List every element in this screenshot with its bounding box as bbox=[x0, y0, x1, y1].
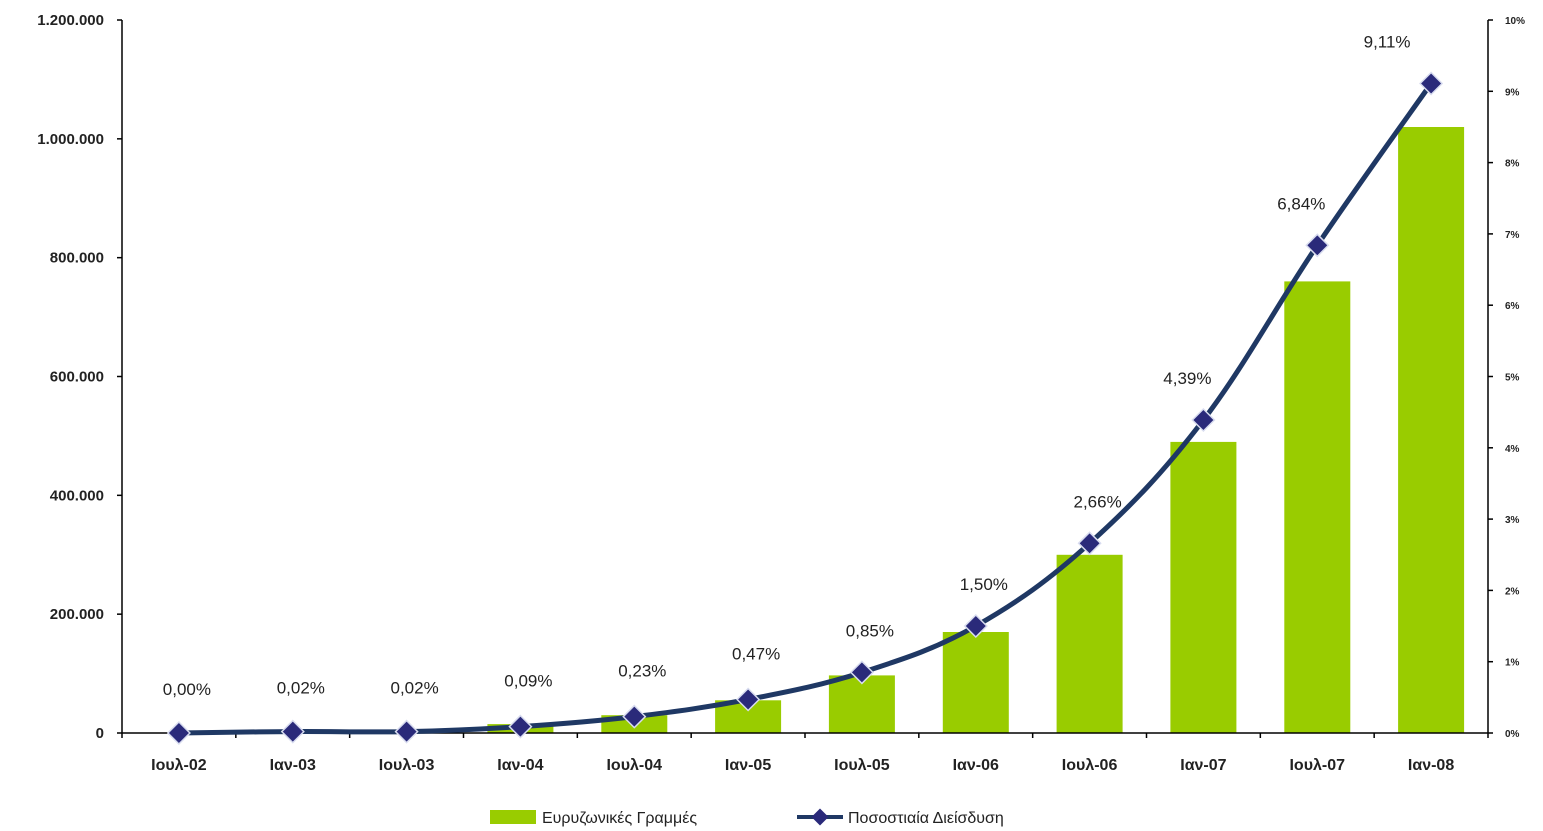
line-series bbox=[178, 82, 1434, 736]
data-label: 0,23% bbox=[618, 662, 666, 681]
data-label: 0,00% bbox=[163, 680, 211, 699]
line-point bbox=[622, 704, 647, 729]
x-tick-label: Ιουλ-05 bbox=[834, 757, 890, 774]
data-label: 4,39% bbox=[1163, 369, 1211, 388]
y-right-tick-label: 10% bbox=[1505, 16, 1525, 27]
y-right-tick-label: 8% bbox=[1505, 159, 1520, 170]
x-tick-label: Ιουλ-07 bbox=[1289, 757, 1345, 774]
x-tick-label: Ιουλ-06 bbox=[1062, 757, 1118, 774]
bar bbox=[1170, 441, 1237, 733]
y-right-tick-label: 4% bbox=[1505, 444, 1520, 455]
y-right-tick-label: 3% bbox=[1505, 515, 1520, 526]
legend-bar-label: Ευρυζωνικές Γραμμές bbox=[542, 810, 697, 827]
line-point bbox=[1305, 233, 1330, 258]
y-left-tick-label: 1.200.000 bbox=[37, 12, 104, 29]
line-point bbox=[508, 714, 533, 739]
y-right-tick-label: 7% bbox=[1505, 230, 1520, 241]
bar bbox=[1398, 127, 1465, 733]
line-point bbox=[849, 660, 874, 685]
line-point bbox=[963, 613, 988, 639]
line-point bbox=[280, 719, 305, 744]
x-tick-label: Ιαν-03 bbox=[270, 757, 316, 774]
x-tick-label: Ιαν-06 bbox=[953, 757, 999, 774]
y-right-tick-label: 6% bbox=[1505, 301, 1520, 312]
line-point bbox=[1419, 71, 1444, 96]
data-label: 0,85% bbox=[846, 621, 894, 640]
y-left-tick-label: 400.000 bbox=[50, 487, 104, 504]
line-point bbox=[394, 719, 419, 744]
data-label: 0,09% bbox=[504, 672, 552, 691]
legend-line-marker bbox=[811, 808, 829, 826]
line-point bbox=[736, 687, 761, 712]
y-left-tick-label: 0 bbox=[96, 725, 104, 742]
data-label: 0,02% bbox=[277, 679, 325, 698]
line-point bbox=[1191, 407, 1216, 433]
x-tick-label: Ιαν-07 bbox=[1180, 757, 1226, 774]
labels-layer: 0,00% 0,02% 0,02% 0,09% 0,23% 0,47% 0,85% 1,50%… bbox=[163, 33, 1411, 700]
y-right-tick-label: 1% bbox=[1505, 658, 1520, 669]
x-tick-label: Ιουλ-03 bbox=[379, 757, 435, 774]
bars-layer bbox=[145, 127, 1465, 734]
y-left-tick-label: 1.000.000 bbox=[37, 131, 104, 148]
line-point bbox=[1077, 531, 1102, 556]
x-tick-label: Ιαν-04 bbox=[497, 757, 543, 774]
y-left-tick-label: 600.000 bbox=[50, 369, 104, 386]
data-label: 0,02% bbox=[390, 679, 438, 698]
data-label: 2,66% bbox=[1073, 492, 1121, 511]
y-left-tick-label: 800.000 bbox=[50, 250, 104, 267]
legend: Ευρυζωνικές Γραμμές Ποσοστιαία Διείσδυση bbox=[490, 808, 1004, 827]
data-label: 1,50% bbox=[960, 575, 1008, 594]
data-label: 0,47% bbox=[732, 645, 780, 664]
data-label: 9,11% bbox=[1364, 33, 1411, 52]
bar bbox=[828, 675, 895, 733]
y-right-tick-label: 2% bbox=[1505, 586, 1520, 597]
bar bbox=[1284, 281, 1351, 733]
x-tick-label: Ιουλ-04 bbox=[606, 757, 662, 774]
x-tick-label: Ιαν-05 bbox=[725, 757, 771, 774]
bar bbox=[1056, 554, 1123, 734]
line-layer bbox=[166, 71, 1444, 746]
data-label: 6,84% bbox=[1277, 194, 1325, 213]
line-point bbox=[166, 720, 191, 746]
x-tick-label: Ιαν-08 bbox=[1408, 757, 1454, 774]
y-right-tick-label: 5% bbox=[1505, 373, 1520, 384]
y-right-tick-label: 9% bbox=[1505, 87, 1520, 98]
y-right-tick-label: 0% bbox=[1505, 729, 1520, 740]
x-tick-label: Ιουλ-02 bbox=[151, 757, 207, 774]
legend-bar-swatch bbox=[490, 810, 536, 824]
y-left-tick-label: 200.000 bbox=[50, 606, 104, 623]
legend-line-label: Ποσοστιαία Διείσδυση bbox=[848, 810, 1004, 827]
bar bbox=[942, 632, 1009, 733]
